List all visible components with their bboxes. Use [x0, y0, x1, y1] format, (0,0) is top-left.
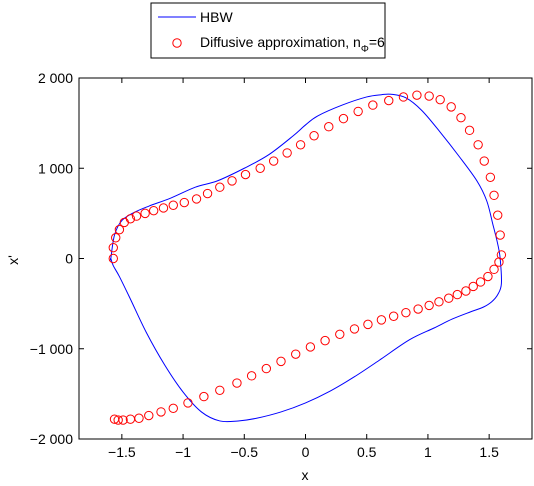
- data-point-diffusive: [494, 257, 504, 267]
- data-point-diffusive: [435, 94, 445, 105]
- data-point-diffusive: [240, 169, 251, 180]
- data-point-diffusive: [144, 410, 154, 421]
- data-point-diffusive: [305, 342, 316, 352]
- data-point-diffusive: [119, 217, 130, 228]
- data-point-diffusive: [388, 311, 399, 321]
- data-point-diffusive: [191, 194, 202, 204]
- data-point-diffusive: [199, 391, 209, 402]
- data-point-diffusive: [168, 200, 178, 210]
- data-point-diffusive: [148, 205, 159, 216]
- data-point-diffusive: [227, 176, 237, 186]
- data-point-diffusive: [363, 319, 373, 330]
- data-point-diffusive: [261, 363, 272, 374]
- data-point-diffusive: [320, 335, 330, 346]
- data-point-diffusive: [434, 297, 444, 307]
- data-point-diffusive: [424, 300, 434, 311]
- data-point-diffusive: [376, 315, 387, 325]
- data-point-diffusive: [483, 271, 493, 282]
- series-layer: [108, 90, 507, 425]
- ticks-layer: −1.5 −1 −0.5 0 0.5 1 1.5 −2 000 −1 000 0 1 000 2 00…: [30, 70, 532, 460]
- data-point-diffusive: [232, 378, 242, 388]
- y-tick-label: 2 000: [38, 70, 73, 86]
- data-point-diffusive: [398, 92, 409, 102]
- data-point-diffusive: [134, 413, 144, 423]
- data-point-diffusive: [495, 230, 505, 240]
- data-point-diffusive: [158, 203, 169, 213]
- y-tick-label: 1 000: [38, 160, 73, 176]
- data-point-diffusive: [446, 102, 456, 112]
- legend: HBW Diffusive approximation, nΦ=6: [150, 2, 386, 59]
- x-tick-label: 1: [424, 444, 432, 460]
- data-point-diffusive: [179, 197, 189, 208]
- data-point-diffusive: [140, 208, 150, 219]
- data-point-diffusive: [108, 242, 118, 253]
- data-point-diffusive: [475, 277, 486, 287]
- data-point-diffusive: [464, 125, 475, 136]
- data-point-diffusive: [156, 407, 166, 417]
- data-point-diffusive: [413, 304, 423, 314]
- data-point-diffusive: [401, 307, 411, 318]
- data-point-diffusive: [496, 250, 507, 260]
- data-point-diffusive: [291, 349, 301, 359]
- data-point-diffusive: [295, 140, 306, 150]
- data-point-diffusive: [468, 281, 478, 292]
- data-point-diffusive: [324, 122, 334, 132]
- x-tick-label: −1.5: [108, 444, 136, 460]
- data-point-diffusive: [452, 289, 463, 300]
- data-point-diffusive: [335, 329, 345, 340]
- data-point-diffusive: [412, 90, 422, 100]
- data-point-diffusive: [113, 415, 123, 425]
- data-point-diffusive: [168, 403, 178, 414]
- x-tick-label: −0.5: [230, 444, 258, 460]
- data-point-diffusive: [215, 182, 225, 192]
- data-point-diffusive: [456, 113, 466, 123]
- data-point-diffusive: [125, 214, 136, 224]
- data-point-diffusive: [282, 148, 292, 158]
- legend-entry-hbw: HBW: [200, 9, 233, 25]
- y-axis-label: x': [5, 255, 21, 265]
- axes-frame: [78, 77, 533, 440]
- data-point-diffusive: [309, 131, 319, 141]
- x-tick-label: 0.5: [357, 444, 377, 460]
- data-point-diffusive: [489, 190, 499, 201]
- data-point-diffusive: [353, 106, 363, 117]
- data-point-diffusive: [255, 163, 265, 173]
- data-point-diffusive: [489, 264, 499, 275]
- y-tick-label: −2 000: [30, 431, 73, 447]
- data-point-diffusive: [202, 188, 213, 199]
- legend-entry-diffusive: Diffusive approximation, nΦ=6: [200, 34, 385, 55]
- y-tick-label: 0: [65, 251, 73, 267]
- data-point-diffusive: [493, 210, 503, 220]
- data-point-diffusive: [485, 172, 496, 182]
- data-point-diffusive: [473, 140, 483, 150]
- x-tick-label: 1.5: [479, 444, 499, 460]
- data-point-diffusive: [246, 371, 257, 381]
- series-line-hbw: [109, 93, 502, 423]
- data-point-diffusive: [384, 95, 394, 106]
- x-axis-label: x: [302, 467, 309, 483]
- x-tick-label: 0: [302, 444, 310, 460]
- data-point-diffusive: [268, 156, 279, 166]
- data-point-diffusive: [215, 385, 225, 395]
- data-point-diffusive: [114, 224, 125, 235]
- legend-marker-swatch: [172, 38, 182, 48]
- data-point-diffusive: [368, 100, 378, 110]
- data-point-diffusive: [338, 113, 349, 124]
- y-tick-label: −1 000: [30, 341, 73, 357]
- data-point-diffusive: [131, 211, 142, 221]
- data-point-diffusive: [109, 414, 120, 424]
- data-point-diffusive: [125, 414, 136, 424]
- data-point-diffusive: [108, 253, 118, 264]
- data-point-diffusive: [424, 91, 434, 101]
- data-point-diffusive: [349, 324, 360, 334]
- legend-box: [150, 2, 386, 59]
- data-point-diffusive: [461, 286, 471, 296]
- data-point-diffusive: [111, 233, 121, 243]
- x-tick-label: −1: [175, 444, 191, 460]
- data-point-diffusive: [479, 156, 489, 166]
- data-point-diffusive: [276, 356, 286, 367]
- data-point-diffusive: [444, 293, 454, 303]
- data-point-diffusive: [183, 398, 193, 408]
